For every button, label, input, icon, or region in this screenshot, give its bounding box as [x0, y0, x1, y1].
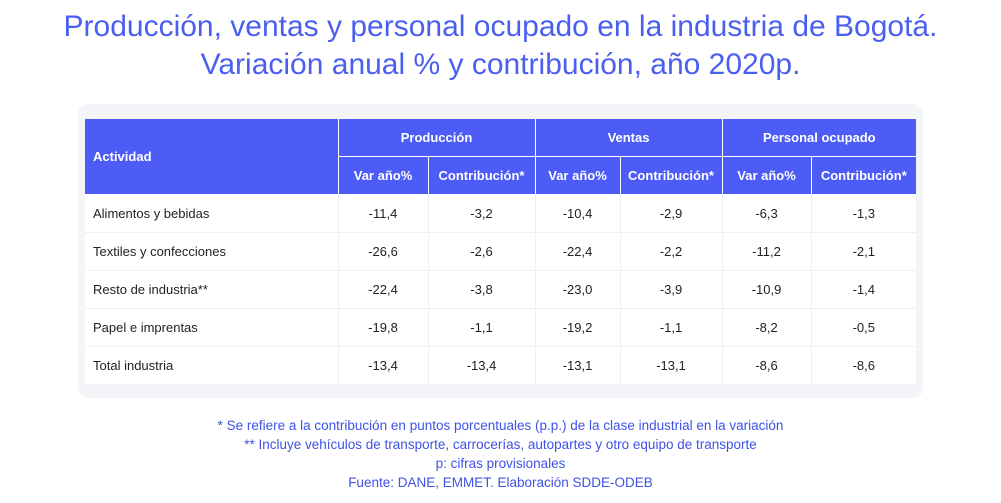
table-cell: -8,2 — [722, 308, 812, 347]
table-cell: -23,0 — [535, 270, 621, 309]
row-label: Resto de industria** — [85, 270, 339, 309]
table-cell: -6,3 — [722, 194, 812, 233]
row-label: Papel e imprentas — [85, 308, 339, 347]
table-cell: -1,1 — [428, 308, 536, 347]
table-cell: -19,8 — [338, 308, 429, 347]
subheader-ventas-contribucion: Contribución* — [620, 156, 723, 195]
table-cell: -13,4 — [338, 346, 429, 385]
table-cell: -11,2 — [722, 232, 812, 271]
table-cell: -1,1 — [620, 308, 723, 347]
source-note: Fuente: DANE, EMMET. Elaboración SDDE-OD… — [348, 475, 653, 490]
column-header-actividad: Actividad — [85, 119, 339, 195]
footnote-provisional: p: cifras provisionales — [435, 456, 566, 471]
subheader-produccion-var: Var año% — [338, 156, 429, 195]
table-row: Textiles y confecciones -26,6 -2,6 -22,4… — [85, 232, 917, 271]
table-row: Resto de industria** -22,4 -3,8 -23,0 -3… — [85, 270, 917, 309]
table-row: Alimentos y bebidas -11,4 -3,2 -10,4 -2,… — [85, 194, 917, 233]
table-cell: -1,3 — [811, 194, 917, 233]
table-cell: -3,9 — [620, 270, 723, 309]
group-header-ventas: Ventas — [535, 119, 723, 157]
table-cell: -8,6 — [811, 346, 917, 385]
table-cell: -13,1 — [535, 346, 621, 385]
page-title: Producción, ventas y personal ocupado en… — [0, 8, 1001, 84]
group-header-personal: Personal ocupado — [722, 119, 917, 157]
table-cell: -13,4 — [428, 346, 536, 385]
title-line-2: Variación anual % y contribución, año 20… — [200, 48, 801, 81]
subheader-ventas-var: Var año% — [535, 156, 621, 195]
table-cell: -22,4 — [338, 270, 429, 309]
table-cell: -11,4 — [338, 194, 429, 233]
header-row-groups: Actividad Producción Ventas Personal ocu… — [85, 119, 917, 195]
table-cell: -22,4 — [535, 232, 621, 271]
table-cell: -1,4 — [811, 270, 917, 309]
table-cell: -10,4 — [535, 194, 621, 233]
data-table: Actividad Producción Ventas Personal ocu… — [85, 119, 917, 385]
table-cell: -3,8 — [428, 270, 536, 309]
table-cell: -26,6 — [338, 232, 429, 271]
subheader-produccion-contribucion: Contribución* — [428, 156, 536, 195]
table-cell: -3,2 — [428, 194, 536, 233]
table-cell: -2,9 — [620, 194, 723, 233]
row-label: Total industria — [85, 346, 339, 385]
row-label: Alimentos y bebidas — [85, 194, 339, 233]
table-cell: -0,5 — [811, 308, 917, 347]
table-row: Papel e imprentas -19,8 -1,1 -19,2 -1,1 … — [85, 308, 917, 347]
footnotes: * Se refiere a la contribución en puntos… — [0, 416, 1001, 492]
table-cell: -2,1 — [811, 232, 917, 271]
title-line-1: Producción, ventas y personal ocupado en… — [63, 10, 938, 43]
table-cell: -2,6 — [428, 232, 536, 271]
row-label: Textiles y confecciones — [85, 232, 339, 271]
group-header-produccion: Producción — [338, 119, 536, 157]
table-cell: -8,6 — [722, 346, 812, 385]
header-row-subheaders: Var año% Contribución* Var año% Contribu… — [85, 156, 917, 195]
footnote-contribution: * Se refiere a la contribución en puntos… — [217, 418, 784, 433]
table-cell: -13,1 — [620, 346, 723, 385]
table-cell: -19,2 — [535, 308, 621, 347]
table-row-total: Total industria -13,4 -13,4 -13,1 -13,1 … — [85, 346, 917, 385]
subheader-personal-var: Var año% — [722, 156, 812, 195]
footnote-resto-industria: ** Incluye vehículos de transporte, carr… — [244, 437, 757, 452]
table-cell: -2,2 — [620, 232, 723, 271]
table-cell: -10,9 — [722, 270, 812, 309]
subheader-personal-contribucion: Contribución* — [811, 156, 917, 195]
